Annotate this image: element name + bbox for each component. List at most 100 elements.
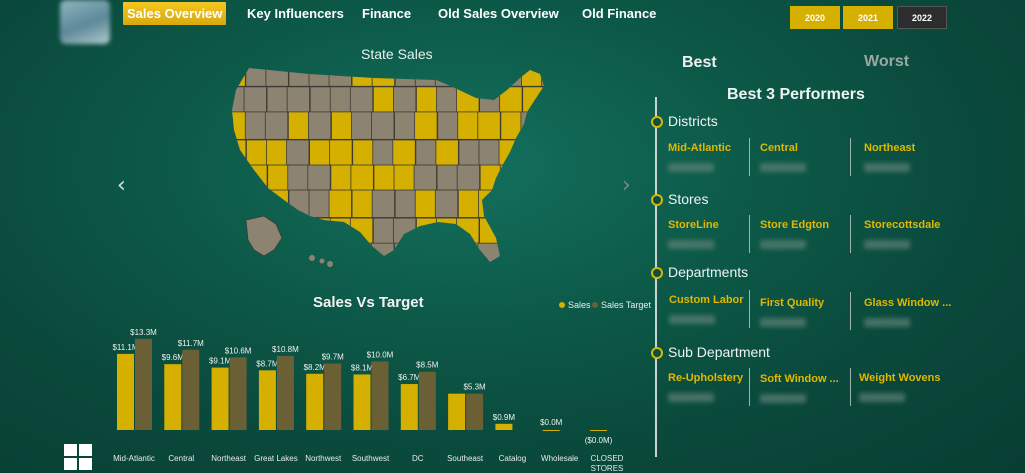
store-item-3[interactable]: Storecottsdale [864, 219, 941, 231]
state-region[interactable] [329, 217, 354, 246]
state-region[interactable] [543, 111, 564, 140]
state-region[interactable] [351, 60, 375, 87]
chevron-right-icon[interactable]: › [622, 173, 631, 198]
state-region[interactable] [308, 111, 332, 140]
state-region[interactable] [392, 217, 417, 246]
state-region[interactable] [436, 86, 460, 115]
state-region[interactable] [457, 111, 481, 140]
bar-sales[interactable] [164, 364, 182, 430]
state-region[interactable] [373, 164, 397, 193]
bar-sales[interactable] [117, 353, 134, 430]
bar-sales[interactable] [542, 430, 560, 431]
state-region[interactable] [479, 86, 503, 115]
bar-sales[interactable] [306, 373, 324, 430]
tab-old-sales-overview[interactable]: Old Sales Overview [438, 6, 559, 21]
state-region[interactable] [392, 86, 417, 115]
state-region[interactable] [264, 111, 289, 140]
state-region[interactable] [372, 139, 396, 168]
state-region[interactable] [477, 111, 501, 140]
state-region[interactable] [437, 242, 461, 270]
state-region[interactable] [307, 164, 331, 193]
state-region[interactable] [499, 86, 523, 115]
sub-department-item-3[interactable]: Weight Wovens [859, 372, 941, 384]
state-region[interactable] [414, 189, 439, 218]
state-region[interactable] [330, 164, 354, 193]
state-region[interactable] [286, 139, 310, 168]
worst-toggle[interactable]: Worst [864, 53, 910, 70]
legend-sales[interactable]: Sales [559, 300, 591, 310]
state-region[interactable] [499, 164, 524, 193]
windows-icon[interactable] [64, 444, 92, 470]
state-region[interactable] [287, 111, 312, 140]
state-region[interactable] [331, 242, 355, 270]
state-region[interactable] [521, 139, 544, 168]
state-region[interactable] [501, 60, 525, 87]
state-region[interactable] [456, 164, 480, 193]
state-region[interactable] [543, 242, 564, 270]
state-region[interactable] [458, 139, 482, 168]
state-region[interactable] [520, 111, 544, 140]
state-region[interactable] [371, 111, 395, 140]
state-region[interactable] [478, 139, 502, 168]
district-item-2[interactable]: Central [760, 142, 798, 154]
state-region[interactable] [329, 86, 354, 115]
state-region[interactable] [541, 139, 564, 168]
state-region[interactable] [393, 164, 417, 193]
state-region[interactable] [416, 86, 440, 115]
bar-sales[interactable] [400, 384, 418, 430]
state-region[interactable] [328, 60, 352, 87]
state-region[interactable] [413, 164, 437, 193]
best-toggle[interactable]: Best [682, 54, 717, 71]
state-region[interactable] [457, 242, 481, 270]
bar-sales[interactable] [258, 370, 276, 430]
state-region[interactable] [244, 111, 269, 140]
bar-target[interactable] [182, 349, 200, 430]
state-region[interactable] [309, 139, 333, 168]
state-region[interactable] [224, 189, 246, 218]
state-region[interactable] [224, 60, 246, 87]
state-region[interactable] [499, 217, 523, 246]
state-region[interactable] [434, 189, 459, 218]
state-region[interactable] [224, 86, 247, 115]
bar-target[interactable] [371, 361, 389, 430]
state-region[interactable] [541, 189, 564, 218]
state-region[interactable] [500, 242, 524, 270]
state-region[interactable] [521, 60, 544, 87]
state-region[interactable] [479, 217, 503, 246]
state-region[interactable] [522, 217, 545, 246]
state-region[interactable] [479, 164, 504, 193]
state-region[interactable] [437, 111, 461, 140]
bar-sales[interactable] [590, 430, 607, 431]
tab-key-influencers[interactable]: Key Influencers [247, 6, 344, 21]
state-region[interactable] [521, 189, 544, 218]
state-region[interactable] [309, 217, 334, 246]
bar-target[interactable] [229, 357, 247, 430]
state-region[interactable] [520, 242, 544, 270]
state-region[interactable] [394, 242, 418, 270]
state-region[interactable] [225, 242, 249, 270]
state-region[interactable] [457, 189, 482, 218]
state-region[interactable] [500, 111, 524, 140]
state-region[interactable] [541, 60, 564, 87]
state-region[interactable] [498, 139, 522, 168]
state-region[interactable] [265, 60, 289, 87]
sub-department-item-1[interactable]: Re-Upholstery [668, 372, 744, 384]
state-region[interactable] [309, 86, 334, 115]
chevron-left-icon[interactable]: ‹ [117, 173, 126, 198]
state-region[interactable] [436, 217, 460, 246]
state-region[interactable] [371, 189, 395, 218]
state-region[interactable] [456, 217, 480, 246]
state-region[interactable] [288, 189, 312, 218]
state-region[interactable] [435, 139, 459, 168]
legend-sales-target[interactable]: Sales Target [592, 300, 651, 310]
bar-sales[interactable] [448, 393, 466, 430]
district-item-1[interactable]: Mid-Atlantic [668, 142, 731, 154]
store-item-2[interactable]: Store Edgton [760, 219, 830, 231]
state-region[interactable] [350, 164, 374, 193]
state-region[interactable] [308, 189, 332, 218]
state-region[interactable] [245, 189, 269, 218]
state-region[interactable] [436, 164, 460, 193]
state-region[interactable] [457, 60, 482, 87]
state-region[interactable] [267, 164, 291, 193]
district-item-3[interactable]: Northeast [864, 142, 916, 154]
